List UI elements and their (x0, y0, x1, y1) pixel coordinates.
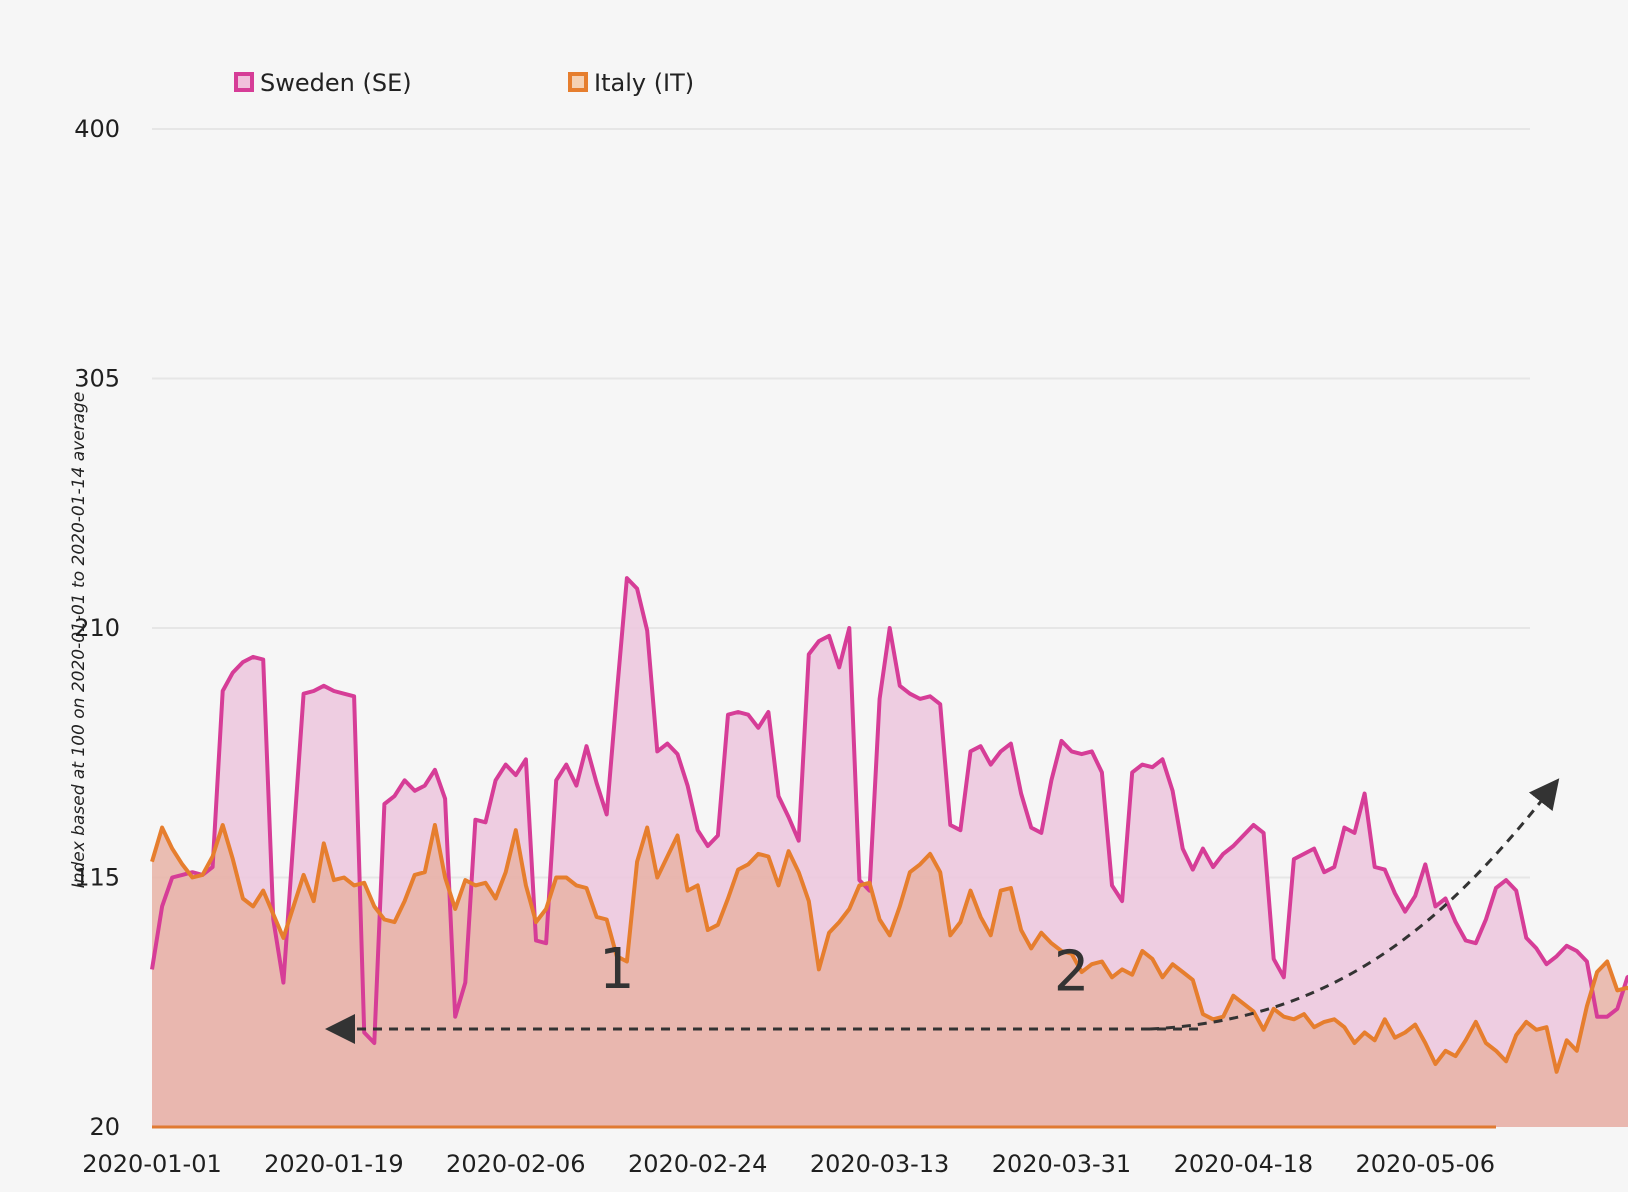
legend-label-se: Sweden (SE) (260, 69, 412, 97)
y-tick-label: 115 (74, 864, 120, 892)
legend-swatch-it (568, 72, 588, 92)
annotation-label: 2 (1054, 939, 1090, 1004)
legend-item-it: Italy (IT) (568, 69, 694, 97)
x-axis-ticks: 2020-01-01 2020-01-19 2020-02-06 2020-02-24… (82, 1150, 1495, 1178)
y-tick-label: 400 (74, 115, 120, 143)
x-tick-label: 2020-01-19 (264, 1150, 403, 1178)
x-tick-label: 2020-05-06 (1356, 1150, 1495, 1178)
series-area (152, 825, 1628, 1127)
x-tick-label: 2020-03-13 (810, 1150, 949, 1178)
x-tick-label: 2020-03-31 (992, 1150, 1131, 1178)
trend-arrow-right (1149, 778, 1560, 1031)
series-line (150, 823, 1628, 1074)
series-line (150, 576, 1628, 1045)
legend-label-it: Italy (IT) (594, 69, 694, 97)
legend: Sweden (SE) Italy (IT) (234, 69, 694, 97)
legend-swatch-se (234, 72, 254, 92)
legend-item-se: Sweden (SE) (234, 69, 412, 97)
x-tick-label: 2020-02-24 (628, 1150, 767, 1178)
annotation-label: 1 (599, 937, 635, 1002)
x-tick-label: 2020-04-18 (1174, 1150, 1313, 1178)
y-tick-label: 20 (89, 1113, 120, 1141)
x-tick-label: 2020-01-01 (82, 1150, 221, 1178)
y-axis-label: Index based at 100 on 2020-01-01 to 2020… (69, 392, 89, 889)
y-tick-label: 210 (74, 614, 120, 642)
y-tick-label: 305 (74, 365, 120, 393)
y-axis-ticks: 400 305 210 115 20 (74, 115, 120, 1141)
x-tick-label: 2020-02-06 (446, 1150, 585, 1178)
series-areas (150, 576, 1628, 1127)
